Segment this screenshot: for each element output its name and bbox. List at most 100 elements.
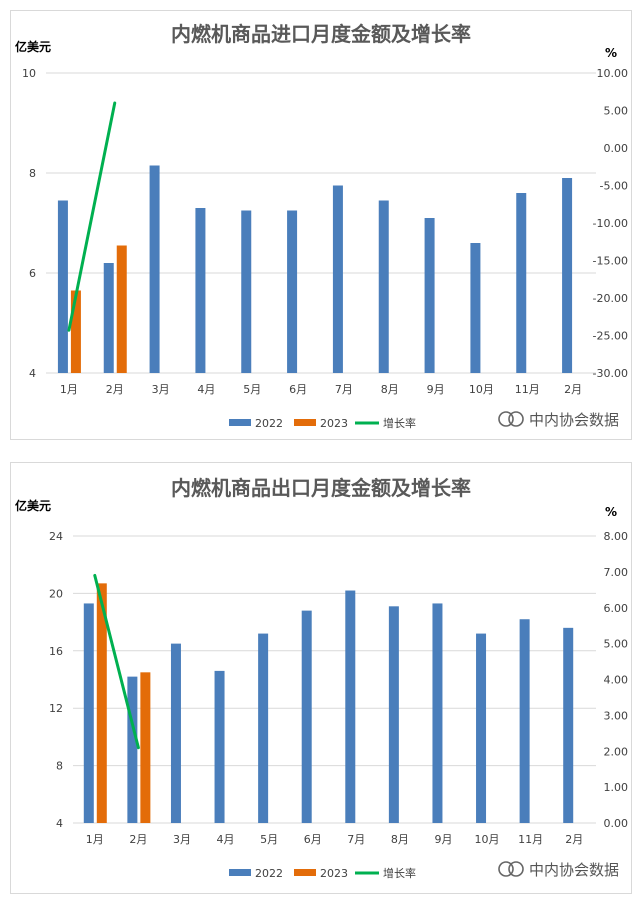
bar-2022: [57, 200, 68, 373]
bar-2022: [287, 210, 298, 373]
x-tick-label: 5月: [260, 833, 278, 846]
x-tick-label: 9月: [427, 383, 445, 396]
bar-2022: [378, 200, 389, 373]
legend-swatch: [294, 869, 316, 876]
legend-swatch: [229, 869, 251, 876]
x-tick-label: 7月: [335, 383, 353, 396]
bar-2022: [127, 676, 138, 823]
bar-2023: [70, 290, 81, 373]
y2-tick-label: 4.00: [604, 674, 629, 687]
bar-2022: [424, 218, 435, 373]
bar-2023: [116, 245, 127, 373]
watermark-icon-ring-left: [498, 411, 514, 427]
x-tick-label: 1月: [60, 383, 78, 396]
watermark-text: 中内协会数据: [529, 861, 619, 879]
y2-tick-label: 10.00: [597, 67, 629, 80]
x-tick-label: 2月: [106, 383, 124, 396]
y2-tick-label: 7.00: [604, 566, 629, 579]
growth-rate-line: [67, 101, 117, 332]
y2-tick-label: 6.00: [604, 602, 629, 615]
y2-tick-label: 5.00: [604, 105, 629, 118]
y2-tick-label: 5.00: [604, 638, 629, 651]
bar-2022: [332, 185, 343, 373]
x-tick-label: 4月: [217, 833, 235, 846]
y-tick-label: 24: [49, 530, 63, 543]
y-axis-unit-label: 亿美元: [15, 39, 51, 54]
bar-2022: [516, 193, 527, 373]
x-tick-label: 11月: [515, 383, 540, 396]
bar-2022: [301, 610, 312, 823]
bar-2022: [258, 633, 269, 823]
legend-swatch: [294, 419, 316, 426]
x-tick-label: 2月: [564, 383, 582, 396]
x-tick-label: 10月: [475, 833, 500, 846]
x-tick-label: 7月: [347, 833, 365, 846]
x-tick-label: 3月: [173, 833, 191, 846]
bar-2022: [432, 603, 443, 823]
y-tick-label: 20: [49, 587, 63, 600]
bar-2022: [563, 627, 574, 823]
x-tick-label: 8月: [391, 833, 409, 846]
x-tick-label: 10月: [469, 383, 494, 396]
bar-2022: [103, 263, 114, 373]
bar-2022: [470, 243, 481, 373]
watermark: 中内协会数据: [498, 411, 619, 429]
y-axis-unit-label: 亿美元: [15, 498, 51, 513]
y2-axis-unit-label: %: [605, 505, 617, 519]
bar-2022: [149, 165, 160, 373]
y2-tick-label: 0.00: [604, 817, 629, 830]
watermark-text: 中内协会数据: [529, 411, 619, 429]
watermark-icon-ring-right: [508, 861, 524, 877]
y2-tick-label: 3.00: [604, 709, 629, 722]
x-tick-label: 9月: [434, 833, 452, 846]
bar-2022: [562, 178, 573, 373]
legend-label: 增长率: [383, 866, 416, 880]
legend-label: 2023: [320, 867, 348, 880]
x-tick-label: 1月: [86, 833, 104, 846]
x-tick-label: 2月: [129, 833, 147, 846]
bar-2023: [96, 583, 107, 823]
bar-2022: [83, 603, 94, 823]
legend-label: 2023: [320, 417, 348, 430]
bar-2022: [195, 208, 206, 373]
chart-title: 内燃机商品出口月度金额及增长率: [171, 476, 471, 500]
bar-2022: [214, 670, 225, 823]
legend-label: 2022: [255, 417, 283, 430]
watermark: 中内协会数据: [498, 861, 619, 879]
y-tick-label: 6: [29, 267, 36, 280]
y-tick-label: 10: [22, 67, 36, 80]
growth-rate-line: [93, 573, 140, 750]
watermark-icon-ring-left: [498, 861, 514, 877]
bar-2022: [476, 633, 487, 823]
bar-2022: [345, 590, 356, 823]
bar-2023: [140, 672, 151, 823]
watermark-icon-ring-right: [508, 411, 524, 427]
y2-tick-label: -5.00: [600, 180, 628, 193]
y-tick-label: 16: [49, 645, 63, 658]
export-chart-panel: 内燃机商品出口月度金额及增长率 亿美元% 4 8 12 16 20 24 0.00 1.00 2.0…: [10, 462, 632, 894]
wechat-channel-icon: [498, 861, 524, 877]
x-tick-label: 8月: [381, 383, 399, 396]
legend-swatch: [229, 419, 251, 426]
y2-tick-label: 1.00: [604, 781, 629, 794]
y2-tick-label: -25.00: [593, 330, 628, 343]
import-chart-panel: 内燃机商品进口月度金额及增长率 亿美元% 4 6 8 10 -30.00 -25.00 -20.…: [10, 10, 632, 440]
bar-2022: [170, 643, 181, 823]
y2-tick-label: -20.00: [593, 292, 628, 305]
x-tick-label: 6月: [304, 833, 322, 846]
y2-tick-label: -30.00: [593, 367, 628, 380]
bar-2022: [519, 619, 530, 823]
bar-2022: [241, 210, 252, 373]
y-tick-label: 12: [49, 702, 63, 715]
wechat-channel-icon: [498, 411, 524, 427]
legend-label: 2022: [255, 867, 283, 880]
x-tick-label: 11月: [518, 833, 543, 846]
y2-tick-label: 0.00: [604, 142, 629, 155]
y2-tick-label: 8.00: [604, 530, 629, 543]
x-tick-label: 6月: [289, 383, 307, 396]
y-tick-label: 8: [56, 760, 63, 773]
x-tick-label: 4月: [197, 383, 215, 396]
y2-axis-unit-label: %: [605, 46, 617, 60]
